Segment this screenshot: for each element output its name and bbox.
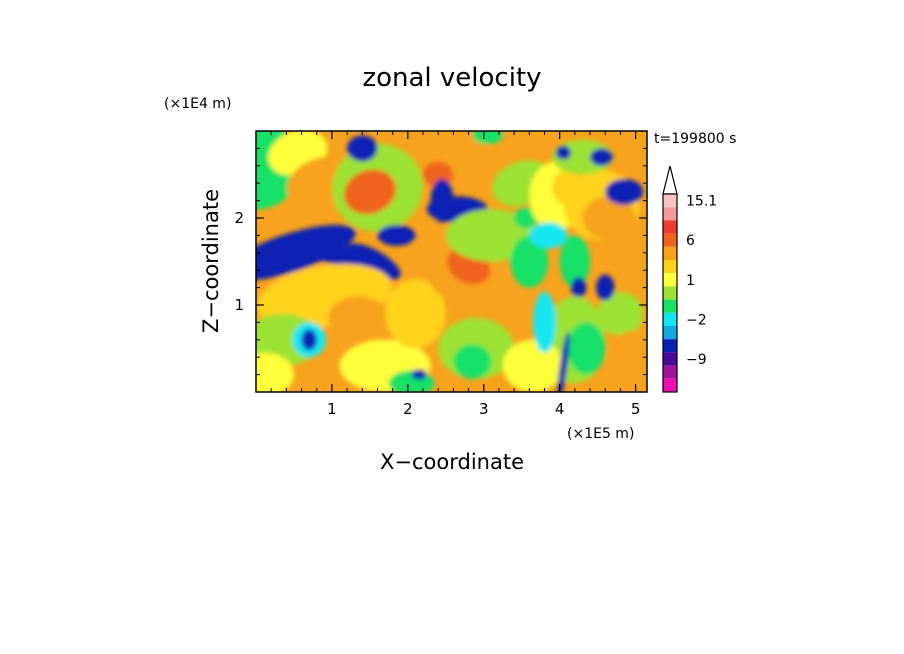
colorbar-label: −9	[686, 352, 707, 368]
velocity-contour	[301, 329, 317, 351]
time-label: t=199800 s	[654, 131, 736, 147]
colorbar-swatch	[663, 365, 677, 379]
velocity-contour	[502, 339, 564, 392]
x-tick-label: 2	[403, 400, 413, 418]
colorbar-swatch	[663, 312, 677, 326]
x-axis: 1 2 3 4 5	[270, 131, 641, 418]
colorbar-swatch	[663, 339, 677, 353]
velocity-contour	[256, 352, 294, 392]
colorbar-swatch	[663, 246, 677, 260]
velocity-contour	[582, 196, 636, 240]
velocity-contour	[430, 178, 454, 223]
x-scale-label: (×1E5 m)	[567, 426, 634, 442]
y-scale-label: (×1E4 m)	[164, 96, 231, 112]
velocity-contour	[377, 224, 416, 246]
x-tick-label: 1	[327, 400, 337, 418]
velocity-contour	[605, 178, 644, 205]
chart-title: zonal velocity	[362, 63, 541, 93]
colorbar-swatch	[663, 220, 677, 234]
velocity-contour	[510, 235, 549, 288]
velocity-contour	[411, 369, 427, 380]
velocity-contour	[597, 291, 644, 336]
velocity-contour	[609, 331, 647, 384]
velocity-contour	[385, 278, 446, 349]
velocity-contour	[567, 322, 606, 375]
colorbar-extend-arrow	[662, 165, 678, 195]
x-tick-label: 4	[555, 400, 565, 418]
velocity-field	[256, 131, 647, 392]
velocity-contour	[557, 331, 570, 392]
velocity-contour	[514, 207, 537, 229]
colorbar-swatch	[663, 286, 677, 300]
velocity-contour	[453, 344, 492, 379]
x-tick-label: 5	[631, 400, 641, 418]
velocity-contour	[571, 277, 587, 299]
colorbar-swatch	[663, 299, 677, 313]
velocity-contour	[343, 169, 396, 215]
colorbar-swatch	[663, 207, 677, 221]
x-tick-label: 3	[479, 400, 489, 418]
colorbar: 15.1 6 1 −2 −9	[662, 165, 717, 393]
velocity-contour	[328, 296, 389, 340]
y-tick-label: 1	[234, 296, 244, 314]
y-axis: 12	[234, 147, 647, 376]
velocity-contour	[529, 222, 568, 249]
colorbar-label: 15.1	[686, 194, 717, 210]
colorbar-swatch	[663, 273, 677, 287]
velocity-contour	[596, 274, 615, 301]
colorbar-swatch	[663, 233, 677, 247]
x-axis-label: X−coordinate	[380, 450, 524, 474]
velocity-contours	[256, 131, 647, 392]
velocity-contour	[302, 240, 362, 266]
velocity-contour	[346, 243, 401, 280]
velocity-contour	[256, 224, 356, 281]
y-axis-label: Z−coordinate	[199, 189, 223, 333]
colorbar-label: 6	[686, 233, 695, 249]
colorbar-swatch	[663, 352, 677, 366]
colorbar-swatch	[663, 194, 677, 208]
velocity-contour	[472, 131, 503, 145]
colorbar-label: 1	[686, 273, 695, 289]
velocity-contour	[347, 135, 378, 162]
velocity-contour	[555, 145, 572, 160]
colorbar-frame	[662, 193, 678, 393]
plot-frame	[255, 130, 648, 393]
colorbar-swatch	[663, 260, 677, 274]
velocity-contour	[533, 291, 556, 353]
velocity-contour	[590, 148, 613, 166]
y-tick-label: 2	[234, 209, 244, 227]
velocity-contour	[559, 235, 591, 288]
colorbar-swatch	[663, 378, 677, 392]
colorbar-label: −2	[686, 312, 707, 328]
colorbar-swatch	[663, 326, 677, 340]
